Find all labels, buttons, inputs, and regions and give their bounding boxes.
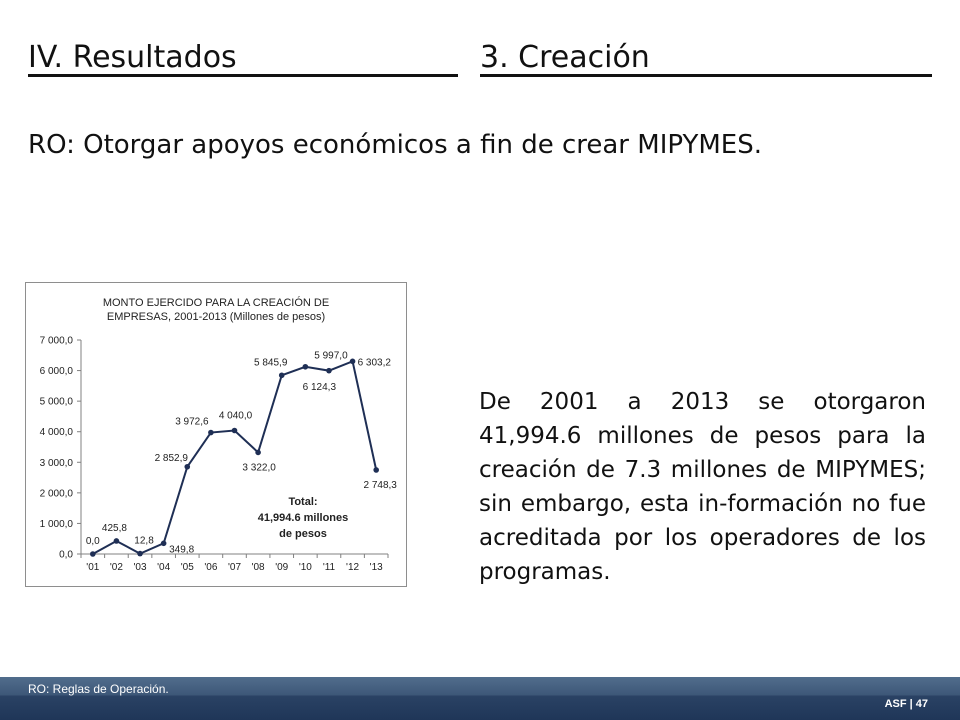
section-title: IV. Resultados: [28, 40, 237, 75]
x-tick-label: '05: [181, 562, 194, 573]
x-tick-label: '09: [275, 562, 288, 573]
x-tick-label: '08: [252, 562, 265, 573]
y-tick-label: 3 000,0: [40, 458, 74, 469]
footer-band: [0, 677, 960, 720]
data-point: [302, 363, 309, 370]
data-point: [137, 550, 143, 557]
y-tick-label: 6 000,0: [40, 366, 74, 377]
data-point: [113, 538, 120, 544]
data-point: [90, 551, 96, 557]
x-tick-label: '10: [299, 562, 312, 573]
x-tick-label: '03: [134, 562, 147, 573]
x-tick-label: '06: [204, 562, 217, 573]
y-tick-label: 0,0: [59, 550, 73, 561]
x-tick-label: '02: [110, 562, 123, 573]
data-label: 425,8: [102, 523, 127, 534]
data-point: [255, 449, 261, 456]
data-label: 4 040,0: [219, 410, 253, 421]
y-tick-label: 2 000,0: [40, 488, 74, 499]
data-point: [349, 358, 356, 365]
chart-title-line-1: MONTO EJERCIDO PARA LA CREACIÓN DE: [103, 296, 329, 309]
data-label: 0,0: [86, 536, 100, 547]
data-label: 6 124,3: [303, 382, 337, 393]
y-tick-label: 4 000,0: [40, 427, 74, 438]
data-label: 5 845,9: [254, 357, 288, 368]
chart-title-line-2: EMPRESAS, 2001-2013 (Millones de pesos): [107, 311, 325, 323]
data-label: 12,8: [134, 536, 154, 547]
data-label: 5 997,0: [314, 351, 348, 362]
footer-note: RO: Reglas de Operación.: [28, 682, 169, 696]
slide-subtitle: RO: Otorgar apoyos económicos a fin de c…: [28, 130, 762, 160]
page-number: ASF | 47: [884, 698, 928, 710]
data-label: 349,8: [169, 544, 194, 555]
line-chart: MONTO EJERCIDO PARA LA CREACIÓN DE EMPRE…: [40, 296, 398, 573]
data-label: 2 748,3: [364, 480, 398, 491]
subsection-title: 3. Creación: [480, 40, 650, 75]
chart-annotation-line-1: Total:: [288, 496, 317, 508]
x-tick-label: '01: [86, 562, 99, 573]
data-point: [373, 467, 379, 473]
data-label: 6 303,2: [358, 357, 392, 368]
data-label: 2 852,9: [155, 453, 189, 464]
y-tick-label: 1 000,0: [40, 519, 74, 530]
title-underline-left: [28, 74, 458, 77]
data-point: [208, 429, 214, 436]
chart-container: MONTO EJERCIDO PARA LA CREACIÓN DE EMPRE…: [25, 282, 407, 587]
x-tick-label: '13: [370, 562, 383, 573]
y-tick-label: 5 000,0: [40, 397, 74, 408]
data-point: [184, 463, 191, 470]
chart-annotation-line-2: 41,994.6 millones: [258, 512, 349, 524]
data-label: 3 972,6: [175, 417, 209, 428]
y-tick-label: 7 000,0: [40, 336, 74, 347]
x-tick-label: '11: [323, 562, 336, 573]
data-point: [160, 540, 167, 547]
data-point: [278, 372, 285, 379]
body-paragraph: De 2001 a 2013 se otorgaron 41,994.6 mil…: [479, 389, 926, 585]
data-label: 3 322,0: [242, 462, 276, 473]
data-point: [326, 367, 332, 374]
x-tick-label: '12: [346, 562, 359, 573]
chart-annotation-line-3: de pesos: [279, 528, 327, 540]
title-underline-right: [480, 74, 932, 77]
x-tick-label: '07: [228, 562, 241, 573]
data-point: [231, 427, 238, 434]
x-tick-label: '04: [157, 562, 170, 573]
